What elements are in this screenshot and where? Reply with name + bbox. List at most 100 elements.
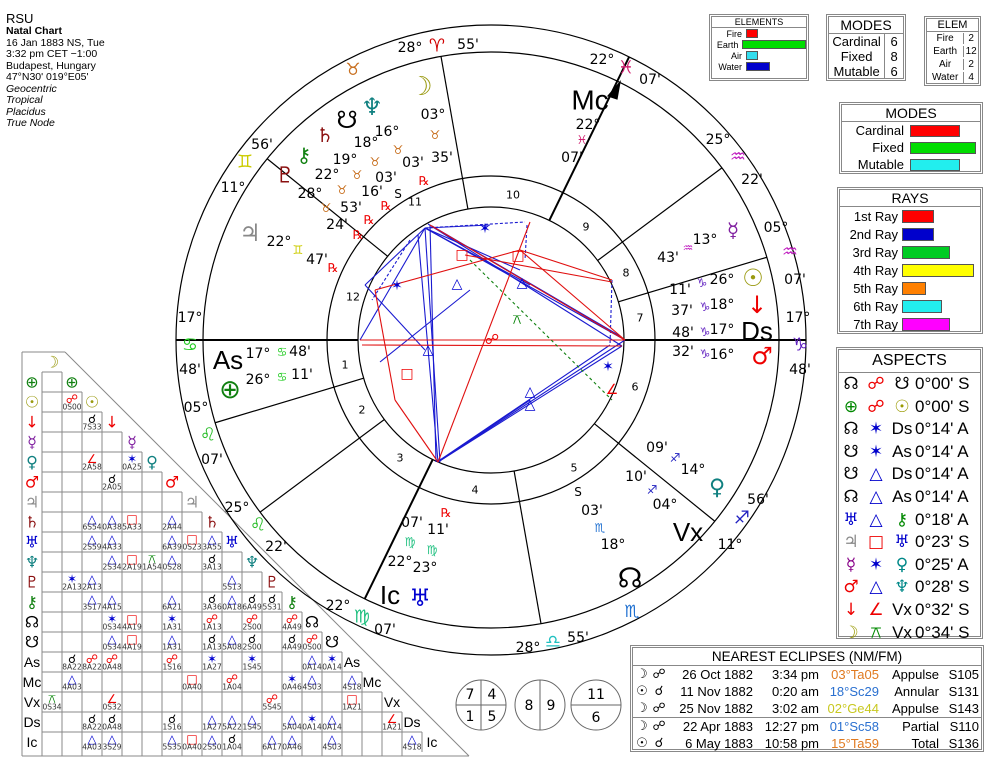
ascendant-degree: 17° [246,346,271,362]
elem-label: Water [927,72,965,83]
grid-row-label: As [24,654,40,670]
grid-aspect-orb: 1S45 [242,663,261,672]
grid-aspect-orb: 0A46 [282,743,302,752]
eclipse-body-icon: ☉ [636,736,648,751]
grid-aspect-orb: 3S17 [82,603,101,612]
saturn-retrograde-flag: ℞ [381,199,392,213]
aspect-orb: 0°23' S [915,532,970,552]
descendant-degree: 17° [710,322,735,338]
grid-aspect-orb: 4S18 [402,743,421,752]
aspect-orb: 0°28' S [915,577,970,597]
eclipse-position: 18°Sc29 [829,684,879,699]
cusp-degree: 25° [706,132,731,148]
grid-aspect-icon: △ [207,732,217,746]
grid-aspect-icon: ✶ [307,712,317,726]
aspect-glyph-icon: ✶ [391,278,403,294]
aspect-planet-2: ♀ [895,554,909,575]
ascendant-sign-icon: ♋ [277,345,288,359]
eclipse-position: 02°Ge44 [827,701,879,716]
vulcan-degree: 18° [710,297,735,313]
mode-bar [910,124,960,137]
grid-aspect-icon: ☍ [306,632,318,646]
aspect-glyph-icon: ∠ [606,382,619,398]
cusp-sign-icon: ♐ [734,508,750,529]
mode-label: Mutable [829,64,886,79]
grid-aspect-orb: 7S33 [82,423,101,432]
aspects-box: ASPECTS ☊ ☍ ☋ 0°00' S ⊕ ☍ ☉ 0°00' S ☊ ✶ Ds 0°14' A ☋… [836,347,983,643]
aspect-planet-1: ☽ [843,622,859,643]
grid-aspect-icon: △ [307,652,317,666]
grid-aspect-orb: 1A27 [202,663,222,672]
element-label: Earth [716,39,739,50]
cusp-sign-icon: ♌ [250,515,266,536]
mc-arrow-icon [606,79,621,100]
intercepted-sign-icon: ♏ [624,602,639,622]
aspect-row: ☿ ✶ ♀ 0°25' A [839,554,980,577]
grid-aspect-icon: ☌ [208,632,216,646]
midheaven-sign-icon: ♓ [577,133,588,147]
grid-diagonal-label: ↓ [105,413,118,432]
ray-label: 3rd Ray [852,244,898,260]
modes-table-row: Fixed 8 [829,49,903,64]
vertex-label: Vx [673,517,703,547]
grid-aspect-orb: 2S50 [202,743,221,752]
grid-row-label: ↓ [25,413,38,432]
grid-row-label: ☊ [25,613,39,632]
ray-row: 5th Ray [840,279,980,297]
aspect-planet-2: Vx [892,599,912,619]
imum-coeli-minutes: 07' [401,515,423,531]
chart-place: Budapest, Hungary [6,59,96,72]
modes-bar-box: MODES Cardinal Fixed Mutable [839,102,983,174]
house-number: 1 [342,359,349,372]
aspect-planet-1: ☊ [843,486,859,507]
venus-sign-icon: ♐ [670,451,681,465]
chart-time: 3:32 pm CET −1:00 [6,48,98,60]
grid-aspect-icon: △ [207,532,217,546]
cusp-sign-icon: ♌ [200,425,216,446]
grid-aspect-icon: ☌ [168,712,176,726]
modes-bar-row: Fixed [842,139,980,156]
descendant-minutes: 48' [672,325,694,341]
grid-aspect-icon: △ [107,512,117,526]
mode-count: 8 [890,49,898,64]
cusp-minutes: 56' [747,492,769,508]
aspect-planet-2: ⚷ [895,509,909,530]
elements-title: ELEMENTS [712,17,806,28]
grid-aspect-orb: 4A19 [122,623,142,632]
uranus-icon: ♅ [409,584,431,612]
grid-aspect-icon: △ [247,712,257,726]
grid-aspect-icon: □ [126,612,137,626]
aspect-glyph-icon: △ [525,397,536,413]
grid-aspect-icon: △ [227,592,237,606]
grid-aspect-icon: ✶ [247,652,257,666]
vertex-sign-icon: ♐ [647,483,658,497]
grid-row-label: ♇ [25,573,39,592]
eclipse-time: 3:34 pm [772,667,819,682]
grid-row-label: ⚷ [26,593,38,612]
mode-bar-label: Mutable [857,157,904,172]
aspect-glyph-icon: ⚻ [512,312,521,328]
grid-aspect-orb: 0A14 [322,663,342,672]
modes-bar-row: Cardinal [842,122,980,139]
aspect-glyph-icon: △ [517,275,528,291]
grid-aspect-orb: 0A14 [302,663,322,672]
imum-coeli-label: Ic [380,580,400,610]
elem-count: 4 [968,72,974,83]
house-number: 8 [623,267,630,280]
grid-aspect-orb: 0A48 [102,663,122,672]
grid-aspect-icon: □ [186,732,197,746]
moon-minutes: 35' [431,150,453,166]
grid-aspect-icon: □ [126,632,137,646]
moon-degree: 03° [421,107,446,123]
eclipse-position: 15°Ta59 [831,736,879,751]
eclipse-saros: S136 [948,736,979,751]
summary-number: 11 [587,687,605,703]
grid-aspect-orb: 1A13 [202,623,222,632]
summary-number: 6 [592,710,601,726]
grid-aspect-orb: 6A17 [262,743,282,752]
grid-diagonal-label: ⊕ [65,373,78,392]
grid-aspect-icon: ☌ [248,632,256,646]
cusp-minutes: 07' [374,622,396,638]
grid-diagonal-label: ☉ [85,393,99,412]
grid-aspect-icon: ☌ [108,712,116,726]
